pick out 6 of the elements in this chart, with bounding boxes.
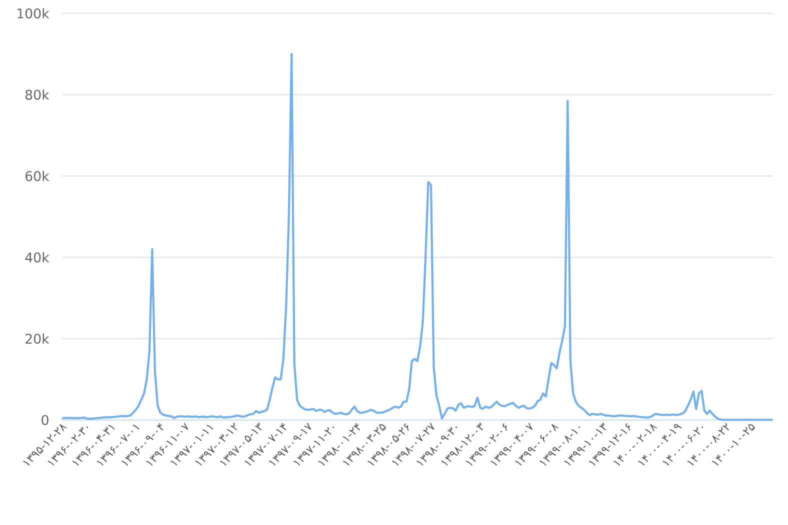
y-tick-label: 80k [26,89,50,100]
y-tick-label: 40k [25,252,50,262]
y-tick-label: 20k [26,333,50,344]
y-tick-label: 60k [26,170,50,182]
y-tick-label: 100k [18,8,50,18]
y-tick-label: 0 [42,414,48,426]
